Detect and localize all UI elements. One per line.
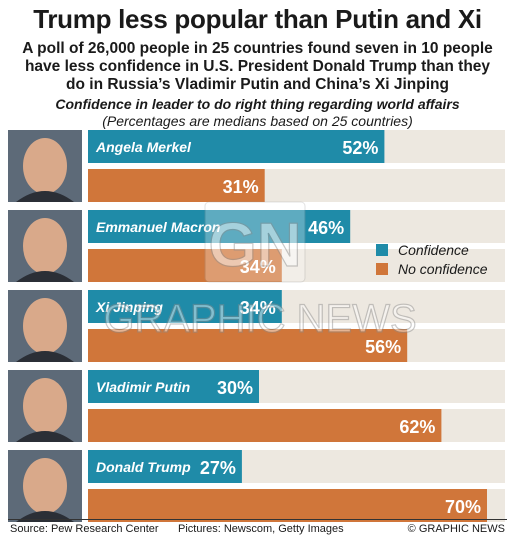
bar-vladimir-putin-no-confidence — [88, 409, 442, 442]
value-label-angela-merkel-no-confidence: 31% — [223, 177, 259, 197]
value-label-angela-merkel-confidence: 52% — [342, 138, 378, 158]
portrait-face-vladimir-putin — [23, 378, 67, 434]
legend-label-confidence: Confidence — [398, 242, 469, 258]
value-label-donald-trump-confidence: 27% — [200, 458, 236, 478]
bar-xi-jinping-no-confidence — [88, 329, 408, 362]
bar-donald-trump-confidence — [88, 450, 242, 483]
page-subtitle: A poll of 26,000 people in 25 countries … — [22, 40, 493, 93]
page-title: Trump less popular than Putin and Xi — [33, 4, 482, 34]
chart-note: (Percentages are medians based on 25 cou… — [102, 113, 413, 129]
bar-emmanuel-macron-confidence — [88, 210, 351, 243]
portrait-shoulders-vladimir-putin — [16, 431, 74, 442]
bar-angela-merkel-no-confidence — [88, 169, 265, 202]
category-label-donald-trump: Donald Trump — [96, 459, 191, 475]
footer-rule — [8, 519, 507, 520]
bar-vladimir-putin-confidence — [88, 370, 259, 403]
bar-donald-trump-no-confidence — [88, 489, 487, 522]
bar-xi-jinping-confidence — [88, 290, 282, 323]
portrait-face-angela-merkel — [23, 138, 67, 194]
portrait-shoulders-angela-merkel — [16, 191, 74, 202]
source-note: Source: Pew Research Center — [10, 523, 159, 535]
value-label-emmanuel-macron-confidence: 46% — [308, 218, 344, 238]
portrait-face-emmanuel-macron — [23, 218, 67, 274]
pictures-credit: Pictures: Newscom, Getty Images — [178, 523, 344, 535]
portrait-face-xi-jinping — [23, 298, 67, 354]
category-label-emmanuel-macron: Emmanuel Macron — [96, 219, 220, 235]
value-label-emmanuel-macron-no-confidence: 34% — [240, 257, 276, 277]
value-label-xi-jinping-no-confidence: 56% — [365, 337, 401, 357]
copyright: © GRAPHIC NEWS — [407, 523, 505, 535]
category-label-xi-jinping: Xi Jinping — [95, 299, 163, 315]
legend-swatch-no-confidence — [376, 263, 388, 275]
value-label-vladimir-putin-no-confidence: 62% — [399, 417, 435, 437]
value-label-vladimir-putin-confidence: 30% — [217, 378, 253, 398]
bar-emmanuel-macron-no-confidence — [88, 249, 282, 282]
value-label-donald-trump-no-confidence: 70% — [445, 497, 481, 517]
category-label-angela-merkel: Angela Merkel — [95, 139, 192, 155]
category-label-vladimir-putin: Vladimir Putin — [96, 379, 190, 395]
bar-angela-merkel-confidence — [88, 130, 385, 163]
value-label-xi-jinping-confidence: 34% — [240, 298, 276, 318]
portrait-shoulders-emmanuel-macron — [16, 271, 74, 282]
legend-swatch-confidence — [376, 244, 388, 256]
chart-title: Confidence in leader to do right thing r… — [55, 96, 460, 112]
portrait-shoulders-xi-jinping — [16, 351, 74, 362]
legend-label-no-confidence: No confidence — [398, 261, 488, 277]
portrait-face-donald-trump — [23, 458, 67, 514]
